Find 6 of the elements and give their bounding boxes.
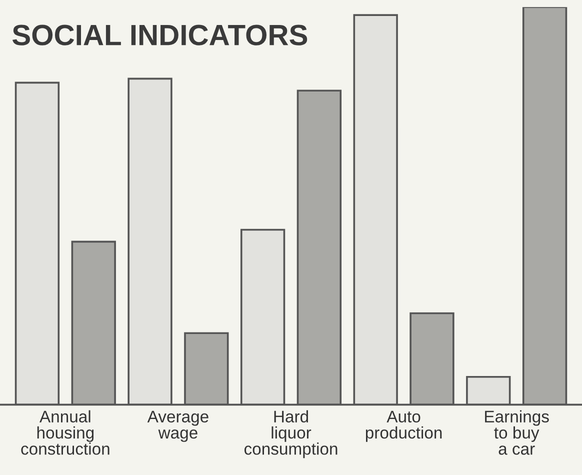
x-tick-label: Average wage <box>147 410 208 442</box>
x-tick-label: Hard liquor consumption <box>244 410 338 458</box>
x-tick-label: Auto production <box>366 410 442 442</box>
x-tick-label: Earnings to buy a car <box>485 410 549 455</box>
x-tick-label: Annual housing construction <box>21 410 110 455</box>
chart-title: SOCIAL INDICATORS <box>12 24 308 46</box>
